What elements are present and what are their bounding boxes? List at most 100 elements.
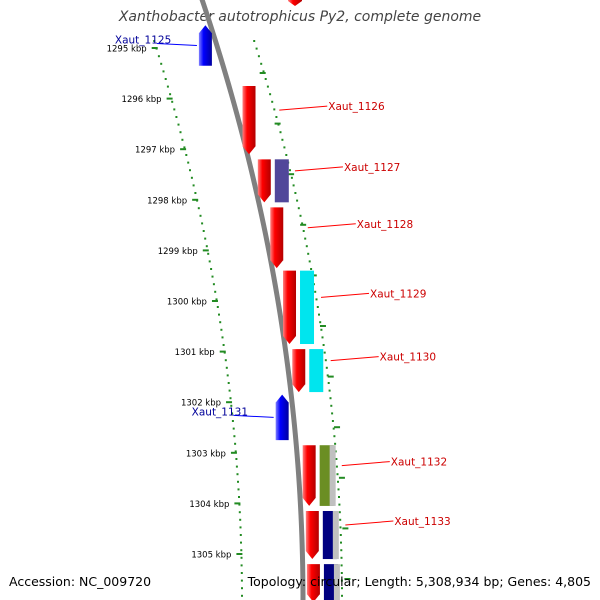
gene-label-leader <box>320 292 370 298</box>
outer-dot <box>340 572 343 574</box>
forward-gene-arrow[interactable] <box>257 159 271 203</box>
inner-dot <box>216 306 219 308</box>
outer-dot <box>308 260 311 263</box>
outer-dot <box>315 298 318 301</box>
inner-dot <box>201 222 204 225</box>
inner-dot <box>241 587 243 590</box>
inner-dot <box>169 93 172 96</box>
inner-dot <box>228 389 231 392</box>
inner-dot <box>235 458 238 460</box>
outer-dot <box>314 290 317 293</box>
inner-dot <box>232 427 235 430</box>
inner-dot <box>205 245 208 248</box>
gene-annotation-bar <box>329 445 336 506</box>
gene-label[interactable]: Xaut_1126 <box>328 101 385 113</box>
outer-dot <box>255 47 258 50</box>
outer-dot <box>336 473 339 476</box>
inner-dot <box>197 207 200 210</box>
tick-label: 1301 kbp <box>175 348 215 358</box>
gene-label[interactable]: Xaut_1127 <box>344 162 400 174</box>
gene-label-leader <box>307 223 356 229</box>
outer-dot <box>334 450 337 453</box>
gene-features <box>198 0 340 600</box>
inner-dot <box>238 511 241 514</box>
inner-dot <box>183 146 186 149</box>
gene-label[interactable]: Xaut_1132 <box>391 457 447 469</box>
outer-dot <box>340 556 343 559</box>
outer-dot <box>332 427 335 430</box>
kbp-ruler: 1295 kbp 1296 kbp 1297 kbp 1298 kbp 1299 kbp… <box>107 45 351 580</box>
outer-dot <box>338 496 340 498</box>
outer-dot <box>341 594 343 597</box>
inner-dot <box>207 252 210 255</box>
outer-dot <box>310 268 313 270</box>
tick-label: 1300 kbp <box>167 298 207 308</box>
outer-dot <box>337 488 340 491</box>
outer-dot <box>285 154 288 156</box>
inner-dot <box>226 374 229 377</box>
outer-dot <box>333 435 336 438</box>
inner-dot <box>177 123 180 126</box>
outer-dot <box>296 199 299 202</box>
gene-annotation-bar <box>333 564 340 600</box>
inner-dot <box>208 260 211 263</box>
genome-backbone <box>199 0 306 600</box>
outer-dot <box>339 518 342 521</box>
tick-label: 1297 kbp <box>135 146 175 156</box>
tick-label: 1304 kbp <box>189 500 229 510</box>
gene-label[interactable]: Xaut_1129 <box>370 288 426 300</box>
inner-dot <box>215 298 218 301</box>
inner-dot <box>199 214 202 217</box>
inner-dot <box>214 290 217 293</box>
outer-dot <box>325 366 328 369</box>
inner-dot <box>212 283 215 286</box>
inner-dot <box>230 404 233 407</box>
outer-dot <box>340 579 343 582</box>
accession-label: Accession: NC_009720 <box>9 574 152 589</box>
gene-label[interactable]: Xaut_1128 <box>357 219 413 231</box>
outer-dot <box>260 62 263 65</box>
inner-dot <box>185 154 188 156</box>
outer-dot <box>323 351 326 354</box>
tick-label: 1305 kbp <box>191 551 231 561</box>
outer-dot <box>289 169 291 172</box>
inner-dot <box>222 344 225 346</box>
inner-dot <box>181 138 184 141</box>
gene-label[interactable]: Xaut_1131 <box>192 406 248 418</box>
tick-label: 1298 kbp <box>147 196 187 206</box>
outer-dot <box>316 306 319 308</box>
outer-dot <box>334 442 337 445</box>
topology-label: Topology: circular; Length: 5,308,934 bp… <box>247 574 591 589</box>
forward-gene-arrow[interactable] <box>302 445 316 506</box>
outer-dot <box>324 359 327 362</box>
outer-dot <box>253 40 256 42</box>
inner-dot <box>192 184 195 187</box>
inner-dot <box>240 556 243 559</box>
reverse-gene-arrow[interactable] <box>275 394 289 441</box>
reverse-gene-arrow[interactable] <box>198 25 212 66</box>
gene-label[interactable]: Xaut_1133 <box>394 516 450 528</box>
gene-label[interactable]: Xaut_1125 <box>115 34 171 46</box>
forward-gene-arrow[interactable] <box>283 270 297 345</box>
inner-dot <box>220 328 223 331</box>
forward-gene-arrow[interactable] <box>242 85 256 155</box>
gene-label[interactable]: Xaut_1130 <box>380 352 436 364</box>
forward-gene-arrow[interactable] <box>270 207 284 269</box>
forward-gene-arrow[interactable] <box>305 510 319 560</box>
gene-label-leader <box>330 356 379 362</box>
inner-dot <box>157 55 160 58</box>
forward-gene-arrow[interactable] <box>306 564 320 600</box>
gene-annotation-bar <box>300 270 315 345</box>
forward-gene-arrow[interactable] <box>292 349 306 393</box>
inner-dot <box>204 237 207 240</box>
inner-dot <box>239 534 242 536</box>
outer-dot <box>299 214 302 217</box>
forward-gene-arrow[interactable] <box>288 0 302 6</box>
outer-dot <box>329 397 332 400</box>
outer-dot <box>290 176 293 179</box>
inner-dot <box>221 336 224 339</box>
inner-dot <box>194 192 197 194</box>
gene-annotation-bar <box>332 510 339 560</box>
inner-dot <box>179 131 182 134</box>
